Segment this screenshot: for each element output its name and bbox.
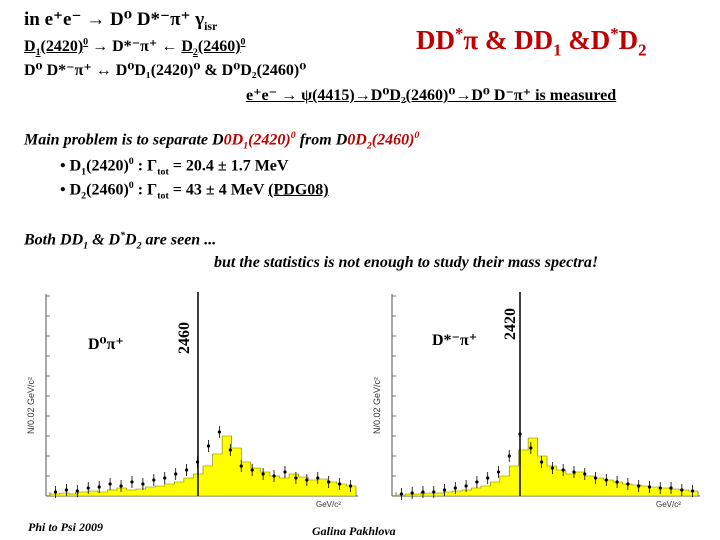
right-data-point (680, 488, 684, 492)
right-data-point (561, 468, 565, 472)
right-data-point (669, 486, 673, 490)
right-histogram (391, 292, 700, 500)
right-data-point (496, 470, 501, 474)
measured-statement: e⁺e⁻ → ψ(4415)→D⁰D₂(2460)⁰→D⁰ D⁻π⁺ is me… (246, 87, 617, 104)
left-data-point (119, 484, 123, 488)
left-data-point (97, 485, 101, 489)
left-data-point (53, 490, 58, 494)
statistics-text: but the statistics is not enough to stud… (214, 254, 599, 271)
right-data-point (658, 486, 662, 490)
footer-conference: Phi to Psi 2009 (28, 520, 104, 534)
right-data-point (432, 490, 436, 494)
left-y-axis-label: N/0.02 GeV/c² (26, 376, 36, 434)
left-data-point (272, 474, 276, 478)
bullet-d2-width: • D2(2460)0 : Γtot = 43 ± 4 MeV (PDG08) (60, 180, 329, 202)
right-data-point (615, 480, 619, 484)
right-histogram-panel: N/0.02 GeV/c² GeV/c² (366, 284, 706, 516)
right-data-point (583, 472, 587, 476)
right-data-point (453, 486, 457, 490)
left-data-point (239, 464, 243, 468)
right-data-point (399, 492, 403, 496)
left-data-point (316, 476, 320, 480)
left-data-point (141, 482, 145, 486)
left-data-point (152, 478, 156, 482)
right-data-points (399, 428, 695, 500)
left-data-point (206, 444, 211, 448)
right-data-point (421, 490, 425, 494)
right-data-point (486, 476, 490, 480)
left-data-point (130, 480, 134, 484)
left-histogram-panel: N/0.02 GeV/c² GeV/c² (20, 284, 366, 516)
right-plot-label: D*⁻π⁺ (432, 332, 478, 349)
right-histogram-bars (395, 437, 699, 497)
left-data-point (75, 489, 79, 493)
slide-title: DD*π & DD1 &D*D2 (416, 24, 647, 60)
right-data-point (550, 466, 554, 470)
right-x-axis-unit: GeV/c² (656, 500, 681, 509)
both-seen-text: Both DD1 & D*D2 are seen ... (24, 230, 217, 252)
right-data-point (637, 484, 641, 488)
right-y-axis-label: N/0.02 GeV/c² (372, 376, 382, 434)
footer-author: Galina Pakhlova (312, 524, 396, 538)
left-histogram (45, 292, 358, 498)
left-data-point (305, 478, 309, 482)
left-axis-ticks (46, 295, 357, 497)
main-problem-text: Main problem is to separate D0D1(2420)0 … (24, 130, 420, 152)
left-data-point (86, 486, 90, 490)
left-plot-label: D⁰π⁺ (88, 336, 124, 353)
right-data-point (626, 482, 630, 486)
right-data-point (604, 478, 608, 482)
right-data-point (572, 470, 576, 474)
right-data-point (410, 491, 414, 495)
left-x-axis-unit: GeV/c² (316, 500, 341, 509)
left-data-point (108, 482, 112, 486)
equivalence-line: D⁰ D*⁻π⁺ ↔ D⁰D₁(2420)⁰ & D⁰D₂(2460)⁰ (24, 62, 307, 79)
right-marker-label: 2420 (502, 308, 519, 340)
right-data-point (529, 446, 533, 450)
left-data-point (250, 468, 254, 472)
left-data-point (174, 472, 178, 476)
left-data-point (338, 482, 342, 486)
left-data-point (261, 472, 265, 476)
right-data-point (442, 488, 447, 492)
right-data-point (647, 485, 652, 489)
reaction-title: in e⁺e⁻ → D⁰ D*⁻π⁺ γisr (24, 9, 218, 33)
right-data-point (475, 480, 479, 484)
left-data-point (294, 476, 298, 480)
right-data-point (691, 489, 695, 493)
left-data-point (163, 476, 167, 480)
right-histogram-fill (395, 437, 699, 497)
right-data-point (540, 460, 544, 464)
right-data-point (507, 454, 511, 458)
left-data-point (185, 468, 189, 472)
left-data-point (217, 430, 221, 434)
left-marker-label: 2460 (176, 322, 193, 354)
left-histogram-fill (49, 435, 357, 497)
left-data-point (327, 480, 331, 484)
left-histogram-bars (49, 435, 357, 497)
right-data-point (464, 484, 468, 488)
left-data-point (283, 470, 287, 474)
left-data-points (53, 426, 353, 498)
left-data-point (64, 488, 68, 492)
right-data-point (593, 476, 598, 480)
left-data-point (348, 484, 353, 488)
bullet-d1-width: • D1(2420)0 : Γtot = 20.4 ± 1.7 MeV (60, 156, 289, 178)
decay-chain-line: D1(2420)0 → D*⁻π⁺ ← D2(2460)0 (24, 36, 246, 59)
left-data-point (228, 448, 232, 452)
